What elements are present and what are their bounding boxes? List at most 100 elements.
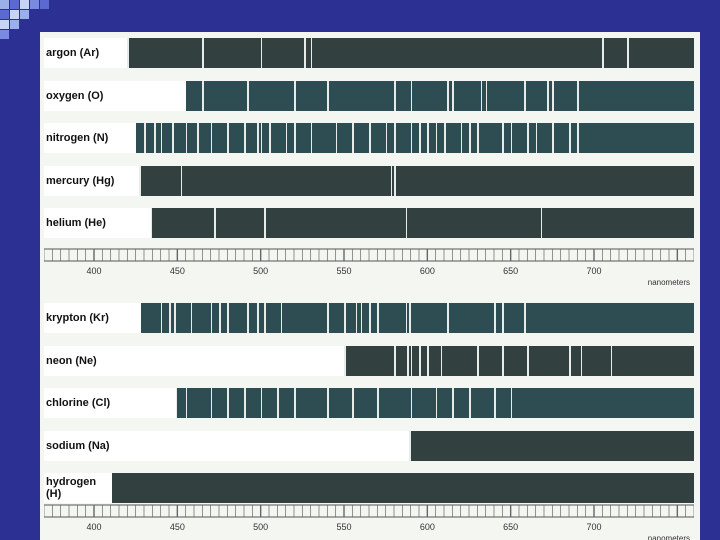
emission-line	[344, 303, 346, 333]
spectrum-strip: nitrogen (N)	[44, 123, 694, 153]
emission-line	[569, 345, 571, 376]
emission-line	[264, 303, 266, 333]
emission-line	[502, 303, 504, 333]
decor-square	[0, 30, 9, 39]
emission-line	[160, 303, 163, 333]
emission-line	[427, 123, 429, 153]
emission-line	[427, 345, 429, 376]
wavelength-ruler-top: 400 450 500 550 600 650 700 nanometers	[44, 248, 694, 288]
emission-line	[369, 123, 371, 153]
emission-line	[257, 123, 259, 153]
ruler-tick-label: 400	[86, 266, 102, 276]
ruler-tick-label: 600	[419, 522, 435, 532]
emission-line	[127, 38, 129, 68]
emission-line	[494, 388, 496, 418]
emission-line	[405, 303, 408, 333]
decor-square	[0, 10, 9, 19]
emission-line	[444, 123, 446, 153]
emission-line	[214, 208, 216, 238]
emission-line	[577, 80, 579, 111]
emission-line	[460, 123, 463, 153]
emission-line	[202, 80, 204, 111]
emission-line	[527, 123, 529, 153]
emission-line	[244, 388, 246, 418]
emission-line	[552, 80, 554, 111]
emission-line	[269, 123, 271, 153]
ruler-tick-label: 650	[503, 522, 519, 532]
emission-line	[405, 208, 408, 238]
emission-line	[185, 388, 188, 418]
decor-square	[10, 10, 19, 19]
element-label: mercury (Hg)	[44, 165, 139, 196]
element-label: krypton (Kr)	[44, 303, 141, 333]
emission-line	[169, 303, 171, 333]
emission-line	[352, 388, 354, 418]
spectrum-strip: helium (He)	[44, 208, 694, 238]
emission-line	[310, 38, 313, 68]
emission-line	[480, 80, 483, 111]
emission-line	[139, 165, 141, 196]
emission-line	[344, 345, 346, 376]
element-label: chlorine (Cl)	[44, 388, 176, 418]
ruler-tick-label: 400	[86, 522, 102, 532]
emission-line	[264, 208, 266, 238]
emission-line	[447, 80, 449, 111]
decor-square	[0, 0, 9, 9]
emission-line	[327, 80, 329, 111]
emission-line	[369, 303, 371, 333]
emission-line	[175, 388, 178, 418]
strip-background	[44, 208, 694, 238]
element-label: neon (Ne)	[44, 345, 344, 376]
spectrum-strip: neon (Ne)	[44, 345, 694, 376]
emission-line	[485, 80, 488, 111]
emission-line	[510, 123, 513, 153]
emission-line	[327, 388, 329, 418]
decor-square	[30, 0, 39, 9]
emission-line	[227, 123, 229, 153]
emission-line	[440, 345, 443, 376]
emission-line	[409, 430, 411, 461]
emission-line	[202, 38, 204, 68]
emission-line	[477, 123, 479, 153]
ruler-tick-label: 600	[419, 266, 435, 276]
emission-line	[180, 165, 183, 196]
emission-line	[150, 208, 153, 238]
strip-background	[44, 38, 694, 68]
element-label: sodium (Na)	[44, 430, 409, 461]
emission-line	[355, 303, 358, 333]
emission-line	[394, 123, 396, 153]
emission-line	[310, 123, 313, 153]
emission-line	[335, 123, 338, 153]
emission-line	[409, 303, 411, 333]
emission-line	[435, 123, 438, 153]
emission-line	[190, 303, 193, 333]
emission-line	[154, 123, 156, 153]
decor-square	[20, 0, 29, 9]
emission-line	[327, 303, 329, 333]
ruler-unit-label: nanometers	[647, 278, 690, 287]
emission-line	[469, 123, 471, 153]
emission-line	[394, 345, 396, 376]
decor-square	[20, 10, 29, 19]
spectrum-strip: krypton (Kr)	[44, 303, 694, 333]
emission-line	[247, 303, 249, 333]
emission-line	[610, 345, 613, 376]
element-label: hydrogen (H)	[44, 473, 112, 503]
spectrum-strip: sodium (Na)	[44, 430, 694, 461]
ruler-tick-label: 500	[253, 266, 269, 276]
spectrum-strip: mercury (Hg)	[44, 165, 694, 196]
emission-line	[294, 123, 296, 153]
emission-line	[377, 303, 379, 333]
emission-line	[385, 123, 388, 153]
emission-line	[160, 123, 163, 153]
emission-line	[174, 303, 176, 333]
emission-line	[577, 123, 579, 153]
emission-line	[257, 303, 259, 333]
emission-line	[394, 80, 396, 111]
emission-line	[172, 123, 174, 153]
ruler-tick-label: 450	[169, 522, 185, 532]
emission-line	[304, 38, 306, 68]
ruler-tick-label: 500	[253, 522, 269, 532]
spectrum-strip: hydrogen (H)	[44, 473, 694, 503]
emission-line	[244, 123, 246, 153]
